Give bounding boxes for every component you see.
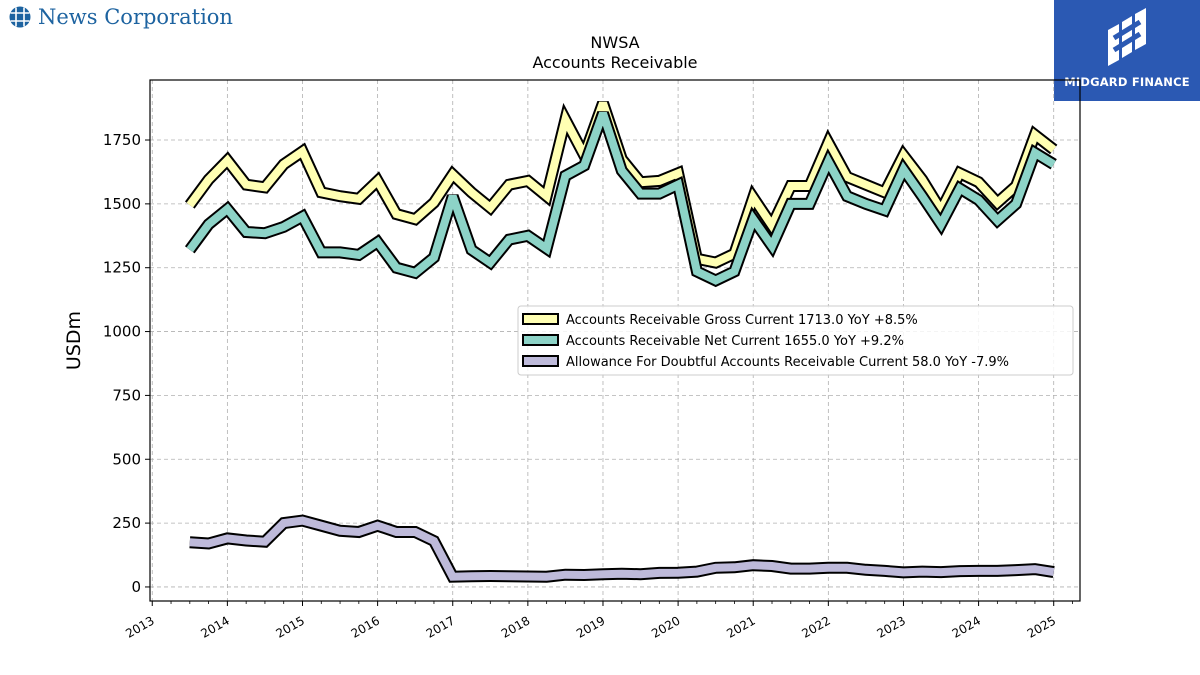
globe-icon xyxy=(9,6,31,28)
legend-swatch xyxy=(522,313,559,325)
x-tick-label: 2024 xyxy=(950,613,983,640)
y-tick-label: 250 xyxy=(112,514,141,532)
y-tick-label: 1250 xyxy=(103,259,141,277)
chart-title: NWSA xyxy=(590,33,639,52)
x-tick-label: 2021 xyxy=(724,613,757,640)
legend-box xyxy=(517,305,1074,376)
legend-swatch xyxy=(522,355,559,367)
y-tick-label: 1750 xyxy=(103,131,141,149)
y-tick-label: 0 xyxy=(131,578,141,596)
x-tick-label: 2014 xyxy=(198,613,231,640)
chart-subtitle: Accounts Receivable xyxy=(532,53,697,72)
y-tick-label: 750 xyxy=(112,386,141,404)
series-line xyxy=(186,111,1056,285)
x-tick-label: 2022 xyxy=(799,613,832,640)
x-tick-label: 2013 xyxy=(123,613,156,640)
legend: Accounts Receivable Gross Current 1713.0… xyxy=(517,305,1074,376)
x-tick-label: 2016 xyxy=(349,613,382,640)
y-tick-label: 1500 xyxy=(103,195,141,213)
x-tick-label: 2023 xyxy=(875,613,908,640)
plot-frame xyxy=(149,79,1081,602)
x-tick-label: 2019 xyxy=(574,613,607,640)
y-tick-label: 1000 xyxy=(103,323,141,341)
x-tick-label: 2018 xyxy=(499,613,532,640)
legend-swatch xyxy=(522,334,559,346)
legend-item: Accounts Receivable Net Current 1655.0 Y… xyxy=(566,334,904,349)
company-name: News Corporation xyxy=(38,5,233,29)
series-3 xyxy=(189,514,1055,583)
midgard-logo-icon xyxy=(1108,8,1146,66)
x-tick-label: 2025 xyxy=(1025,613,1058,640)
y-axis-label: USDm xyxy=(63,311,85,370)
badge-label: MIDGARD FINANCE xyxy=(1064,75,1190,89)
midgard-finance-badge: MIDGARD FINANCE xyxy=(1054,0,1200,101)
x-tick-label: 2020 xyxy=(649,613,682,640)
legend-item: Accounts Receivable Gross Current 1713.0… xyxy=(566,313,918,328)
legend-item: Allowance For Doubtful Accounts Receivab… xyxy=(566,355,1009,370)
series-2 xyxy=(184,111,1057,288)
x-tick-label: 2015 xyxy=(274,613,307,640)
y-tick-label: 500 xyxy=(112,450,141,468)
company-logo: News Corporation xyxy=(8,5,233,29)
series-line xyxy=(189,516,1055,581)
x-tick-label: 2017 xyxy=(424,613,457,640)
